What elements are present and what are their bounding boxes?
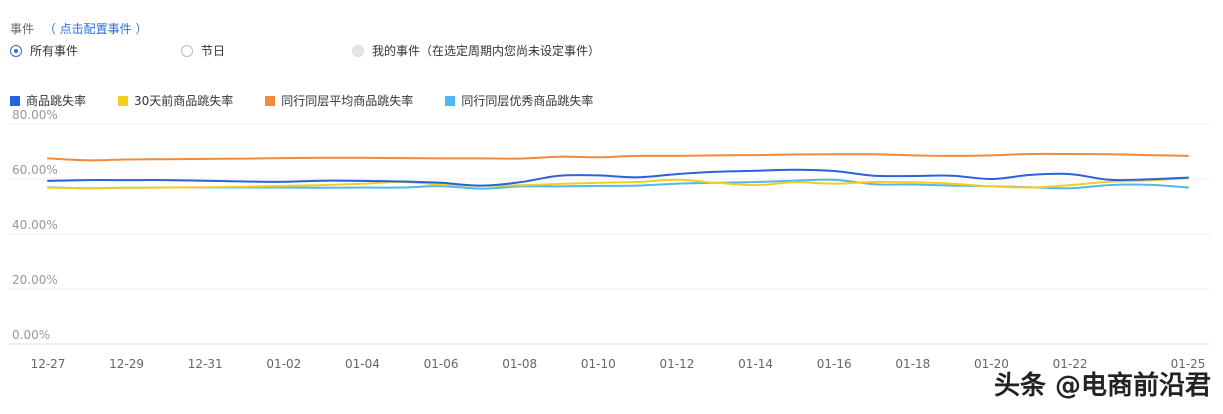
radio-checked-icon[interactable]	[10, 44, 22, 57]
x-tick-label: 01-18	[895, 357, 930, 371]
x-tick-label: 01-02	[266, 357, 301, 371]
events-section-title: 事件 （ 点击配置事件 ）	[10, 20, 147, 37]
watermark: 头条 @电商前沿君	[993, 371, 1211, 401]
radio-holidays[interactable]: 节日	[181, 42, 225, 59]
x-tick-label: 12-31	[188, 357, 223, 371]
radio-my-events-label: 我的事件（在选定周期内您尚未设定事件）	[372, 44, 601, 58]
y-tick-label: 0.00%	[12, 328, 50, 342]
legend-item-series-3[interactable]: 同行同层优秀商品跳失率	[445, 92, 593, 109]
x-tick-label: 01-20	[974, 357, 1009, 371]
line-chart: 0.00% 20.00% 40.00% 60.00% 80.00% 12-27 12-29 1…	[8, 110, 1210, 371]
legend-label-series-2: 同行同层平均商品跳失率	[281, 94, 414, 108]
configure-events-link[interactable]: （ 点击配置事件 ）	[43, 22, 148, 36]
legend-swatch-series-3	[445, 95, 456, 106]
y-tick-label: 80.00%	[12, 110, 58, 122]
x-tick-label: 01-06	[424, 357, 459, 371]
legend-swatch-series-2	[265, 95, 276, 106]
legend-label-series-1: 30天前商品跳失率	[134, 94, 234, 108]
radio-all-events-label: 所有事件	[30, 44, 79, 58]
x-tick-label: 01-08	[502, 357, 537, 371]
radio-holidays-label: 节日	[201, 44, 226, 58]
y-tick-label: 40.00%	[12, 218, 58, 232]
radio-unchecked-icon[interactable]	[181, 44, 193, 57]
x-tick-label: 01-10	[581, 357, 616, 371]
event-filter-radio-group: 所有事件 节日 我的事件（在选定周期内您尚未设定事件）	[0, 42, 1223, 60]
x-tick-label: 01-04	[345, 357, 380, 371]
x-tick-label: 01-25	[1171, 357, 1206, 371]
events-label: 事件	[10, 22, 35, 36]
y-tick-label: 20.00%	[12, 273, 58, 287]
legend-item-series-1[interactable]: 30天前商品跳失率	[118, 92, 233, 109]
radio-my-events: 我的事件（在选定周期内您尚未设定事件）	[352, 42, 600, 59]
x-tick-label: 01-14	[738, 357, 773, 371]
legend-label-series-0: 商品跳失率	[26, 94, 87, 108]
x-tick-label: 12-29	[109, 357, 144, 371]
radio-all-events[interactable]: 所有事件	[10, 42, 78, 59]
x-tick-label: 01-22	[1053, 357, 1088, 371]
legend-item-series-2[interactable]: 同行同层平均商品跳失率	[265, 92, 413, 109]
series-line-0	[47, 168, 1189, 187]
chart-legend: 商品跳失率 30天前商品跳失率 同行同层平均商品跳失率 同行同层优秀商品跳失率	[10, 92, 625, 109]
radio-disabled-icon	[352, 44, 364, 57]
legend-label-series-3: 同行同层优秀商品跳失率	[461, 94, 594, 108]
x-tick-label: 01-12	[660, 357, 695, 371]
series-line-2	[47, 152, 1189, 162]
legend-swatch-series-1	[118, 95, 129, 106]
x-tick-label: 01-16	[817, 357, 852, 371]
series-line-1	[47, 177, 1189, 190]
legend-item-series-0[interactable]: 商品跳失率	[10, 92, 86, 109]
legend-swatch-series-0	[10, 95, 20, 106]
x-tick-label: 12-27	[31, 357, 66, 371]
y-tick-label: 60.00%	[12, 163, 58, 177]
